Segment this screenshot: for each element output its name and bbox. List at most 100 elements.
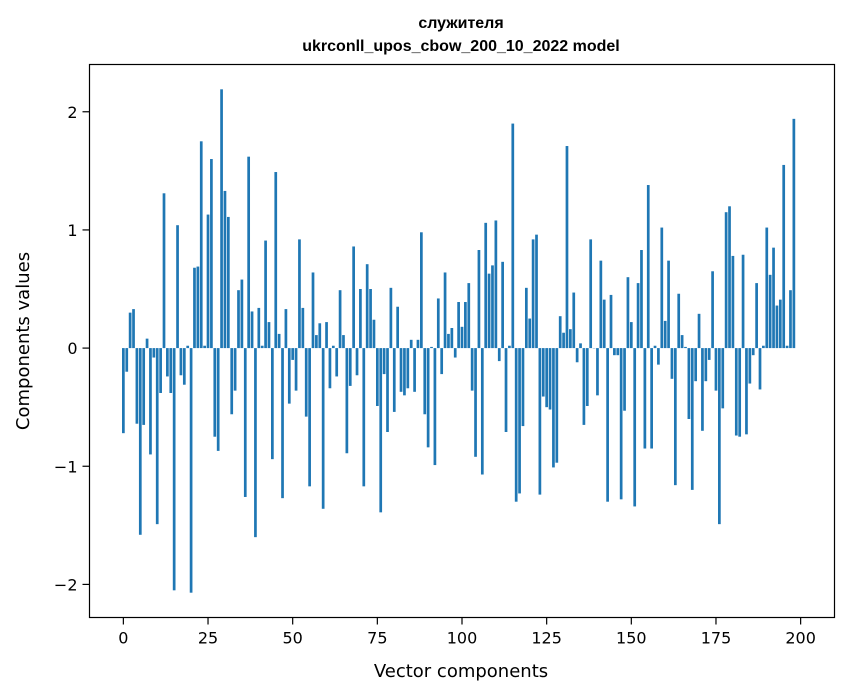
bar xyxy=(768,274,772,349)
bar xyxy=(778,299,782,349)
bar xyxy=(254,348,257,538)
bar xyxy=(589,239,593,349)
bar xyxy=(321,348,325,509)
y-tick-label: 1 xyxy=(67,221,77,240)
bar xyxy=(365,264,369,349)
bar xyxy=(189,348,193,593)
bar xyxy=(755,283,758,349)
bar xyxy=(281,348,284,499)
bar xyxy=(707,348,711,360)
bar xyxy=(247,156,251,349)
bar xyxy=(274,172,278,349)
bar xyxy=(220,89,223,349)
bar xyxy=(240,279,244,349)
bar xyxy=(223,190,227,349)
bar xyxy=(575,348,579,363)
x-axis-label: Vector components xyxy=(374,661,548,682)
bar xyxy=(677,293,681,349)
bar xyxy=(315,335,318,349)
bar xyxy=(271,348,274,460)
y-tick-label: 0 xyxy=(67,339,77,358)
bar xyxy=(369,289,372,349)
bar xyxy=(484,222,488,349)
bar xyxy=(599,260,603,349)
bar xyxy=(179,348,183,376)
bar xyxy=(697,313,701,349)
bar xyxy=(362,348,366,487)
bar xyxy=(182,348,186,385)
bar xyxy=(690,348,694,490)
bar xyxy=(633,348,637,507)
bar xyxy=(243,348,247,497)
bar xyxy=(762,345,765,349)
bar xyxy=(325,322,328,349)
bar xyxy=(257,307,261,349)
x-tick-label: 0 xyxy=(118,629,128,648)
bar xyxy=(433,348,437,466)
bar xyxy=(514,348,518,502)
bar xyxy=(342,335,345,349)
bar xyxy=(491,265,494,349)
bar xyxy=(582,348,586,425)
bar xyxy=(331,345,335,349)
bar xyxy=(172,348,176,591)
bar xyxy=(596,348,599,396)
bar xyxy=(711,271,714,349)
bar xyxy=(467,283,471,349)
bar xyxy=(673,348,677,486)
bar xyxy=(714,348,718,391)
bar xyxy=(328,348,332,389)
bar xyxy=(562,332,565,349)
bar xyxy=(420,232,423,349)
bar xyxy=(555,348,559,463)
bar xyxy=(518,348,521,494)
bar xyxy=(352,246,355,349)
bar xyxy=(386,348,389,432)
bar xyxy=(409,339,413,349)
bar xyxy=(613,348,616,356)
bar xyxy=(684,346,687,349)
bar xyxy=(660,227,664,349)
bar xyxy=(541,348,545,397)
y-tick-label: 2 xyxy=(67,103,77,122)
bar xyxy=(125,348,129,372)
bar xyxy=(548,348,552,410)
bar xyxy=(359,289,362,349)
bar xyxy=(751,348,755,356)
bar xyxy=(494,220,498,349)
bar xyxy=(741,254,745,349)
bar xyxy=(701,348,704,431)
bar xyxy=(480,348,484,475)
bar xyxy=(680,335,684,349)
bar xyxy=(474,348,477,457)
bar xyxy=(426,348,430,448)
bar xyxy=(616,348,620,356)
bar xyxy=(413,348,416,392)
bar xyxy=(728,206,731,349)
bar xyxy=(447,333,450,349)
bar xyxy=(650,348,653,449)
chart-title: служителя xyxy=(418,15,503,32)
bar xyxy=(657,348,660,365)
bars-group xyxy=(122,89,796,593)
bar xyxy=(233,348,237,391)
bar xyxy=(162,193,166,349)
bar xyxy=(789,290,792,349)
bar xyxy=(457,302,460,349)
bar xyxy=(531,239,535,349)
bar xyxy=(572,292,576,349)
bar xyxy=(145,338,149,349)
bar xyxy=(643,348,647,449)
bar xyxy=(304,348,308,417)
bar xyxy=(132,309,135,349)
bar xyxy=(450,328,454,349)
bar xyxy=(122,348,125,434)
bar xyxy=(318,323,322,349)
bar xyxy=(782,164,786,349)
bar xyxy=(267,322,271,349)
bar xyxy=(440,348,444,375)
bar xyxy=(199,141,203,349)
bar xyxy=(196,266,200,349)
